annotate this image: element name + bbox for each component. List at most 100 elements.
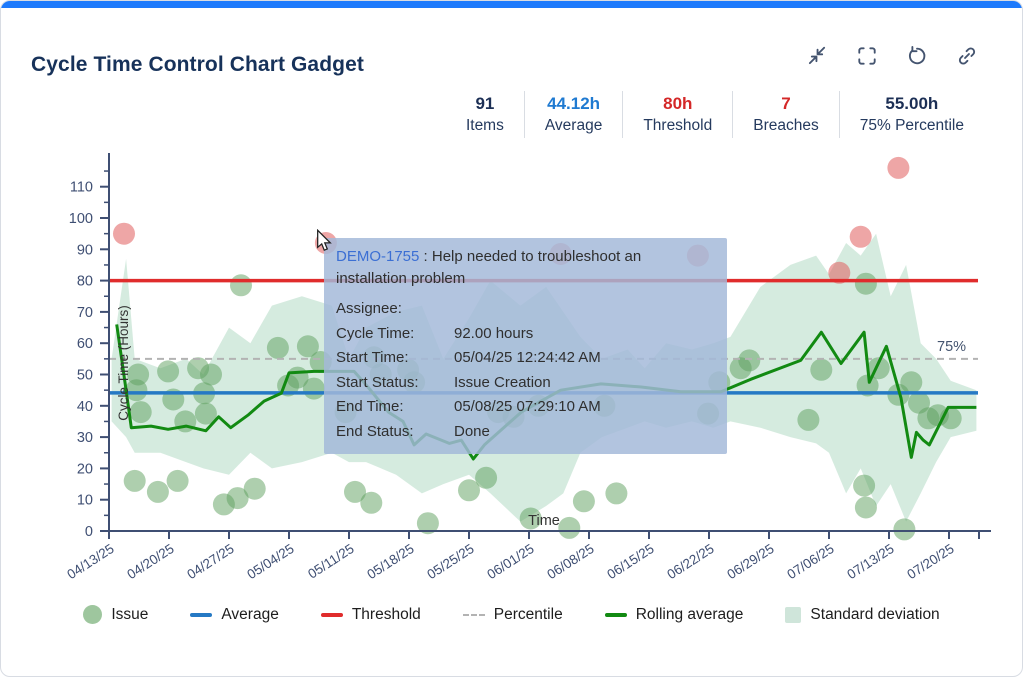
issue-key-link[interactable]: DEMO-1755 bbox=[336, 248, 420, 265]
page-title: Cycle Time Control Chart Gadget bbox=[31, 53, 364, 77]
issue-dot[interactable] bbox=[230, 274, 252, 297]
legend-average[interactable]: Average bbox=[190, 605, 279, 624]
issue-dot[interactable] bbox=[200, 363, 222, 386]
breach-dot[interactable] bbox=[828, 261, 851, 284]
tooltip-title: DEMO-1755 : Help needed to troubleshoot … bbox=[336, 246, 715, 290]
stat-average-label: Average bbox=[544, 117, 603, 134]
fullscreen-icon bbox=[856, 45, 878, 67]
collapse-button[interactable] bbox=[806, 45, 828, 67]
stat-average-value: 44.12h bbox=[547, 94, 601, 113]
breach-dot[interactable] bbox=[113, 222, 135, 245]
issue-dot[interactable] bbox=[810, 358, 833, 381]
standard-deviation-marker-icon bbox=[785, 606, 802, 623]
issue-dot[interactable] bbox=[302, 377, 325, 400]
legend-average-label: Average bbox=[221, 605, 279, 623]
x-tick-label: 05/25/25 bbox=[424, 541, 476, 582]
tooltip-row-end-status: End Status: Done bbox=[336, 422, 490, 440]
legend-percentile[interactable]: Percentile bbox=[462, 605, 563, 624]
stat-average: 44.12h Average bbox=[523, 91, 622, 138]
stat-percentile: 55.00h 75% Percentile bbox=[838, 91, 984, 138]
issue-dot[interactable] bbox=[243, 477, 266, 500]
issue-dot[interactable] bbox=[344, 480, 366, 503]
x-tick-label: 04/20/25 bbox=[124, 541, 176, 582]
issue-dot[interactable] bbox=[166, 469, 189, 492]
x-tick-label: 07/06/25 bbox=[784, 541, 836, 582]
y-tick-label: 50 bbox=[77, 368, 93, 384]
issue-dot[interactable] bbox=[458, 479, 480, 502]
legend-threshold-label: Threshold bbox=[351, 605, 421, 623]
y-tick-label: 40 bbox=[77, 399, 93, 415]
y-tick-label: 10 bbox=[77, 493, 93, 509]
legend-rolling-average[interactable]: Rolling average bbox=[604, 605, 744, 624]
link-button[interactable] bbox=[956, 45, 978, 67]
issue-dot[interactable] bbox=[900, 371, 923, 394]
stat-threshold-label: Threshold bbox=[643, 117, 713, 134]
issue-dot[interactable] bbox=[572, 490, 595, 513]
breach-dot[interactable] bbox=[887, 156, 910, 179]
y-tick-label: 30 bbox=[77, 430, 93, 446]
y-tick-label: 90 bbox=[77, 242, 93, 258]
tooltip-row-assignee: Assignee: bbox=[336, 300, 402, 317]
stat-percentile-value: 55.00h bbox=[885, 94, 939, 113]
issue-dot[interactable] bbox=[797, 408, 820, 431]
y-tick-label: 20 bbox=[77, 461, 93, 477]
stat-percentile-label: 75% Percentile bbox=[859, 117, 964, 134]
x-tick-label: 04/13/25 bbox=[64, 541, 116, 582]
legend-issue-label: Issue bbox=[111, 605, 149, 623]
refresh-icon bbox=[906, 45, 928, 67]
stats-bar: 91 Items 44.12h Average 80h Threshold 7 … bbox=[446, 91, 984, 138]
fullscreen-button[interactable] bbox=[856, 45, 878, 67]
issue-dot[interactable] bbox=[853, 474, 876, 497]
legend-percentile-label: Percentile bbox=[493, 605, 563, 623]
issue-dot[interactable] bbox=[856, 374, 879, 397]
legend-rolling-average-label: Rolling average bbox=[635, 605, 744, 623]
x-tick-label: 07/13/25 bbox=[844, 541, 896, 582]
tooltip-row-end-time: End Time: 05/08/25 07:29:10 AM bbox=[336, 398, 601, 415]
tooltip-row-cycle-time: Cycle Time: 92.00 hours bbox=[336, 324, 534, 342]
issue-dot[interactable] bbox=[558, 516, 581, 539]
issue-dot[interactable] bbox=[194, 402, 217, 425]
refresh-button[interactable] bbox=[906, 45, 928, 67]
issue-dot[interactable] bbox=[123, 469, 146, 492]
x-tick-label: 05/18/25 bbox=[364, 541, 416, 582]
y-tick-label: 0 bbox=[85, 524, 93, 540]
issue-dot[interactable] bbox=[854, 496, 877, 519]
percentile-label: 75% bbox=[937, 339, 966, 355]
stat-items-label: Items bbox=[465, 117, 504, 134]
legend-standard-deviation[interactable]: Standard deviation bbox=[785, 606, 940, 624]
issue-dot[interactable] bbox=[157, 360, 180, 383]
issue-dot[interactable] bbox=[416, 512, 439, 535]
issue-dot[interactable] bbox=[854, 272, 877, 295]
stat-items-value: 91 bbox=[475, 94, 495, 113]
y-axis-title: Cycle Time (Hours) bbox=[116, 305, 131, 421]
issue-dot[interactable] bbox=[146, 480, 169, 503]
x-tick-label: 07/20/25 bbox=[904, 541, 956, 582]
percentile-marker-icon bbox=[462, 613, 485, 616]
x-tick-label: 04/27/25 bbox=[184, 541, 236, 582]
y-tick-label: 70 bbox=[77, 305, 93, 321]
issue-dot[interactable] bbox=[296, 335, 319, 358]
issue-marker-icon bbox=[83, 605, 103, 624]
issue-dot[interactable] bbox=[738, 349, 761, 372]
legend-threshold[interactable]: Threshold bbox=[320, 605, 421, 624]
issue-dot[interactable] bbox=[129, 401, 152, 424]
issue-dot[interactable] bbox=[519, 507, 542, 530]
breach-dot[interactable] bbox=[849, 225, 872, 248]
issue-dot[interactable] bbox=[127, 363, 150, 386]
issue-dot[interactable] bbox=[226, 487, 249, 510]
issue-dot[interactable] bbox=[360, 491, 383, 514]
issue-dot[interactable] bbox=[266, 336, 289, 359]
y-tick-label: 100 bbox=[69, 211, 93, 227]
stat-breaches: 7 Breaches bbox=[732, 91, 838, 138]
legend-issue[interactable]: Issue bbox=[83, 605, 148, 624]
x-tick-label: 06/01/25 bbox=[484, 541, 536, 582]
issue-dot[interactable] bbox=[475, 466, 498, 489]
issue-dot[interactable] bbox=[605, 482, 628, 505]
issue-dot[interactable] bbox=[893, 518, 916, 541]
stat-breaches-label: Breaches bbox=[753, 117, 819, 134]
x-tick-label: 06/22/25 bbox=[664, 541, 716, 582]
x-tick-label: 06/29/25 bbox=[724, 541, 776, 582]
collapse-icon bbox=[806, 45, 828, 67]
stat-items: 91 Items bbox=[446, 91, 524, 138]
